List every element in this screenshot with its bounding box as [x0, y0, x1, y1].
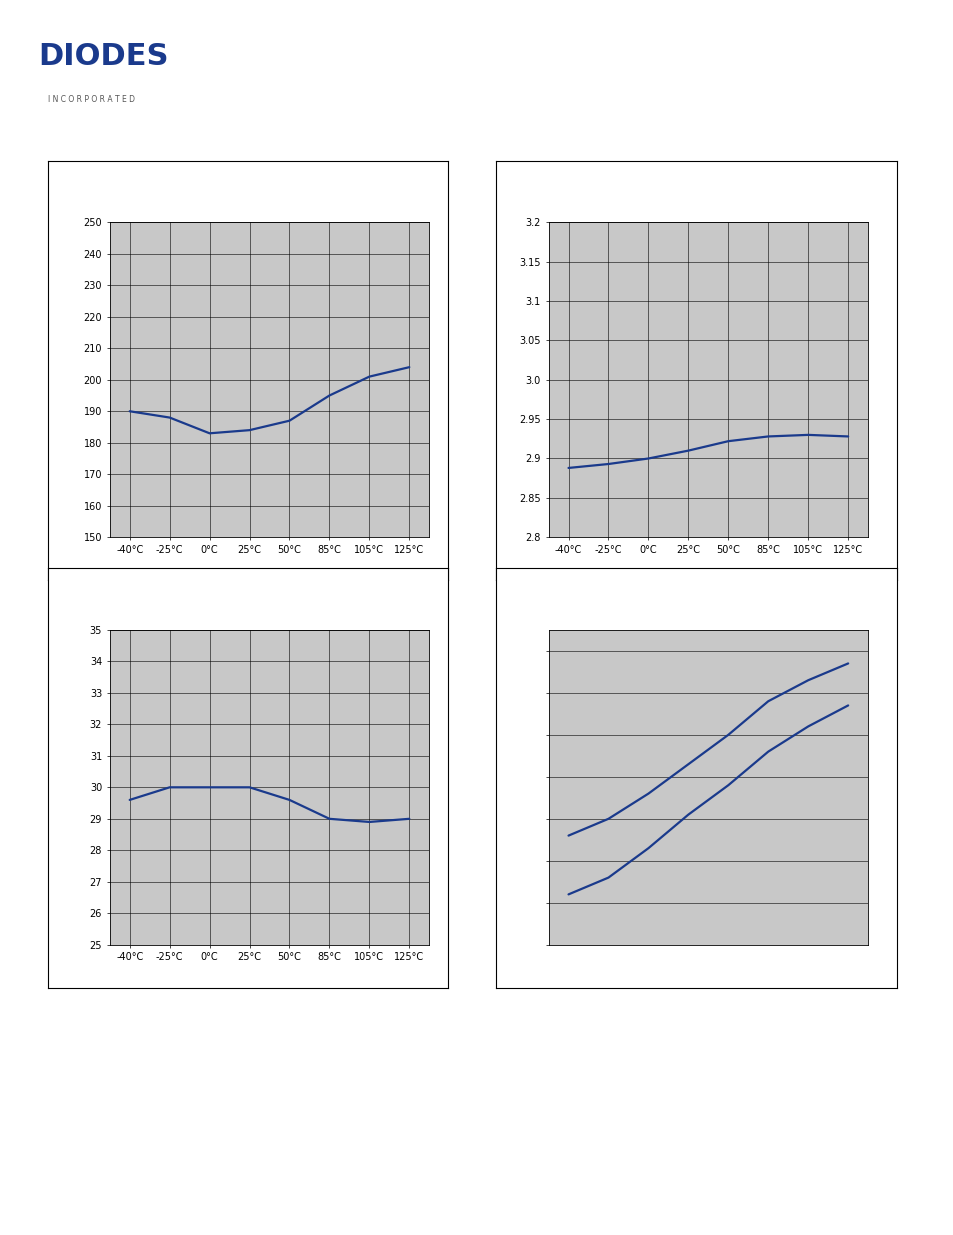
Text: DIODES: DIODES — [38, 42, 169, 72]
Text: I N C O R P O R A T E D: I N C O R P O R A T E D — [48, 95, 134, 104]
